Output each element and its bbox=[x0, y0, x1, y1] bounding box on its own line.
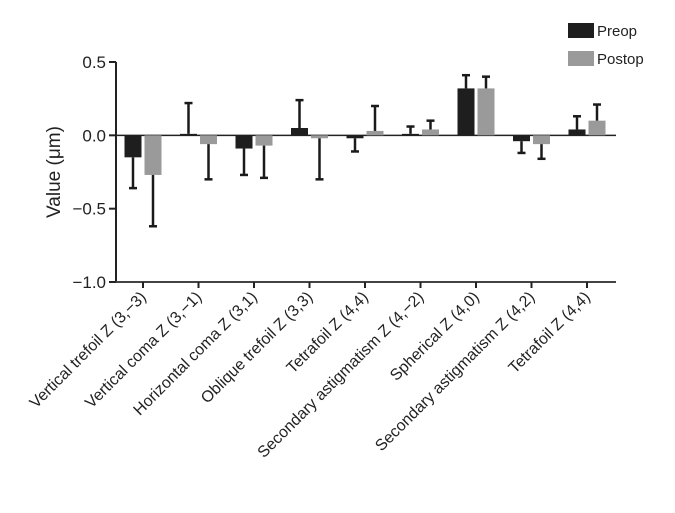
bar-postop bbox=[255, 135, 273, 146]
legend-label-postop: Postop bbox=[597, 51, 644, 68]
error-bars bbox=[129, 73, 601, 228]
bar-preop bbox=[402, 133, 419, 136]
bar-postop bbox=[311, 135, 328, 139]
bar-preop bbox=[513, 135, 530, 142]
axes: 0.5 0.0 −0.5 −1.0 bbox=[72, 53, 616, 292]
legend-swatch-postop bbox=[568, 51, 594, 66]
x-tick-label: Oblique trefoil Z (3,3) bbox=[198, 289, 316, 407]
bar-postop bbox=[588, 120, 606, 136]
bar-postop bbox=[366, 130, 384, 136]
bar-preop bbox=[457, 88, 475, 136]
y-tick-label: 0.5 bbox=[82, 53, 106, 72]
y-axis-label: Value (μm) bbox=[44, 126, 65, 218]
bar-postop bbox=[200, 135, 217, 145]
bar-preop bbox=[568, 129, 586, 136]
bars bbox=[124, 88, 606, 175]
legend-swatch-preop bbox=[568, 23, 594, 38]
x-tick-labels: Vertical trefoil Z (3,−3)Vertical coma Z… bbox=[27, 289, 594, 462]
y-tick-label: −0.5 bbox=[72, 200, 106, 219]
legend-label-preop: Preop bbox=[597, 23, 637, 40]
bar-postop bbox=[533, 135, 550, 145]
bar-postop bbox=[144, 135, 162, 175]
bar-preop bbox=[291, 128, 308, 136]
bar-preop bbox=[346, 135, 364, 139]
bar-preop bbox=[235, 135, 253, 149]
bar-preop bbox=[124, 135, 142, 158]
bar-postop bbox=[422, 129, 439, 136]
bar-postop bbox=[477, 88, 495, 136]
y-tick-label: −1.0 bbox=[72, 273, 106, 292]
bar-preop bbox=[180, 133, 197, 136]
y-tick-label: 0.0 bbox=[82, 126, 106, 145]
legend: Preop Postop bbox=[568, 23, 644, 68]
